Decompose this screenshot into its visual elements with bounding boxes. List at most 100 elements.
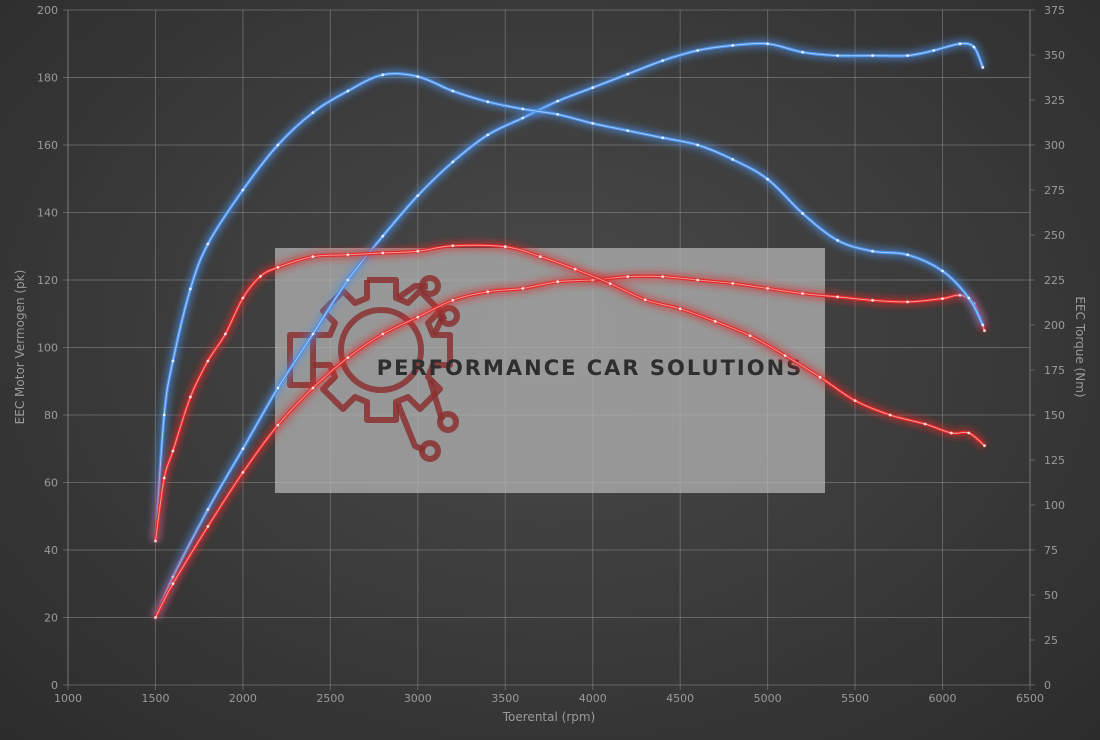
- data-point: [538, 255, 542, 258]
- data-point: [381, 332, 385, 336]
- data-point: [766, 177, 769, 181]
- data-point: [906, 54, 909, 57]
- data-point: [853, 399, 857, 402]
- y-left-tick-label: 0: [51, 679, 58, 692]
- data-point: [416, 315, 420, 319]
- y-right-tick-label: 50: [1044, 589, 1058, 602]
- y-right-tick-label: 0: [1044, 679, 1051, 692]
- y-right-tick-label: 100: [1044, 499, 1065, 512]
- y-axis-right: 0 25 50 75 100 125 150 175 200 225 250 275 300 325 350…: [1030, 4, 1065, 692]
- data-point: [346, 278, 350, 282]
- data-point: [346, 253, 350, 257]
- data-point: [206, 525, 210, 528]
- data-point: [241, 296, 245, 300]
- data-point: [556, 99, 560, 103]
- data-point: [906, 253, 909, 257]
- data-point: [591, 86, 595, 89]
- data-point: [381, 234, 385, 238]
- y-left-tick-label: 40: [44, 544, 58, 557]
- y-right-tick-label: 375: [1044, 4, 1065, 17]
- data-point: [871, 249, 874, 253]
- data-point: [241, 447, 245, 451]
- data-point: [932, 49, 936, 52]
- data-point: [801, 212, 804, 215]
- data-point: [416, 75, 420, 78]
- data-point: [154, 539, 157, 543]
- data-point: [967, 296, 971, 300]
- data-point: [888, 413, 892, 417]
- y-right-tick-label: 325: [1044, 94, 1065, 107]
- data-point: [871, 54, 874, 57]
- series-highlight: [155, 244, 985, 542]
- data-point: [981, 323, 985, 327]
- data-point: [766, 42, 769, 46]
- y-right-tick-label: 275: [1044, 184, 1065, 197]
- data-point: [766, 287, 769, 290]
- data-point: [731, 158, 735, 161]
- data-point: [224, 332, 227, 336]
- data-point: [416, 249, 420, 253]
- y-right-tick-label: 75: [1044, 544, 1058, 557]
- series-layer: [151, 38, 989, 620]
- data-point: [381, 73, 385, 77]
- data-point: [486, 100, 490, 104]
- data-point: [311, 111, 315, 114]
- data-point: [416, 194, 420, 198]
- data-point: [949, 431, 953, 435]
- data-point: [608, 282, 612, 285]
- data-point: [836, 295, 839, 299]
- data-point: [381, 251, 385, 255]
- x-tick-label: 3000: [404, 692, 432, 705]
- data-point: [661, 59, 665, 62]
- data-point: [241, 188, 245, 192]
- data-point: [451, 89, 455, 93]
- data-point: [661, 275, 665, 278]
- y-right-tick-label: 225: [1044, 274, 1065, 287]
- data-point: [923, 422, 927, 426]
- data-point: [696, 278, 700, 282]
- data-point: [731, 282, 735, 285]
- data-point: [162, 476, 166, 480]
- y-left-axis-title: EEC Motor Vermogen (pk): [13, 270, 27, 425]
- y-left-tick-label: 120: [37, 274, 58, 287]
- x-axis: 1000 1500 2000 2500 3000 3500 4000 4500 5000 5500…: [54, 685, 1044, 705]
- data-point: [801, 292, 804, 295]
- x-tick-label: 5500: [841, 692, 869, 705]
- data-point: [678, 307, 682, 311]
- x-tick-label: 4000: [579, 692, 607, 705]
- data-point: [591, 122, 595, 125]
- y-right-tick-label: 175: [1044, 364, 1065, 377]
- y-right-tick-label: 25: [1044, 634, 1058, 647]
- data-point: [451, 160, 455, 164]
- data-point: [162, 413, 166, 417]
- data-point: [346, 356, 350, 359]
- data-point: [521, 116, 525, 120]
- x-tick-label: 1500: [141, 692, 169, 705]
- data-point: [836, 239, 839, 242]
- y-left-tick-label: 80: [44, 409, 58, 422]
- data-point: [696, 143, 700, 147]
- data-point: [451, 244, 455, 248]
- data-point: [967, 431, 971, 435]
- data-point: [276, 266, 280, 269]
- data-point: [941, 297, 944, 300]
- watermark-text: PERFORMANCE CAR SOLUTIONS: [377, 356, 804, 380]
- data-point: [346, 89, 350, 93]
- data-point: [748, 334, 752, 338]
- data-point: [818, 375, 822, 379]
- y-left-tick-label: 100: [37, 342, 58, 355]
- data-point: [171, 449, 175, 453]
- y-right-tick-label: 350: [1044, 49, 1065, 62]
- data-point: [643, 298, 647, 302]
- data-point: [661, 136, 665, 140]
- data-point: [503, 245, 507, 249]
- y-right-tick-label: 300: [1044, 139, 1065, 152]
- x-tick-label: 3500: [491, 692, 519, 705]
- data-point: [783, 354, 787, 357]
- data-point: [189, 395, 192, 399]
- data-point: [451, 298, 455, 302]
- data-point: [521, 287, 525, 290]
- data-point: [171, 359, 175, 363]
- data-point: [556, 280, 560, 284]
